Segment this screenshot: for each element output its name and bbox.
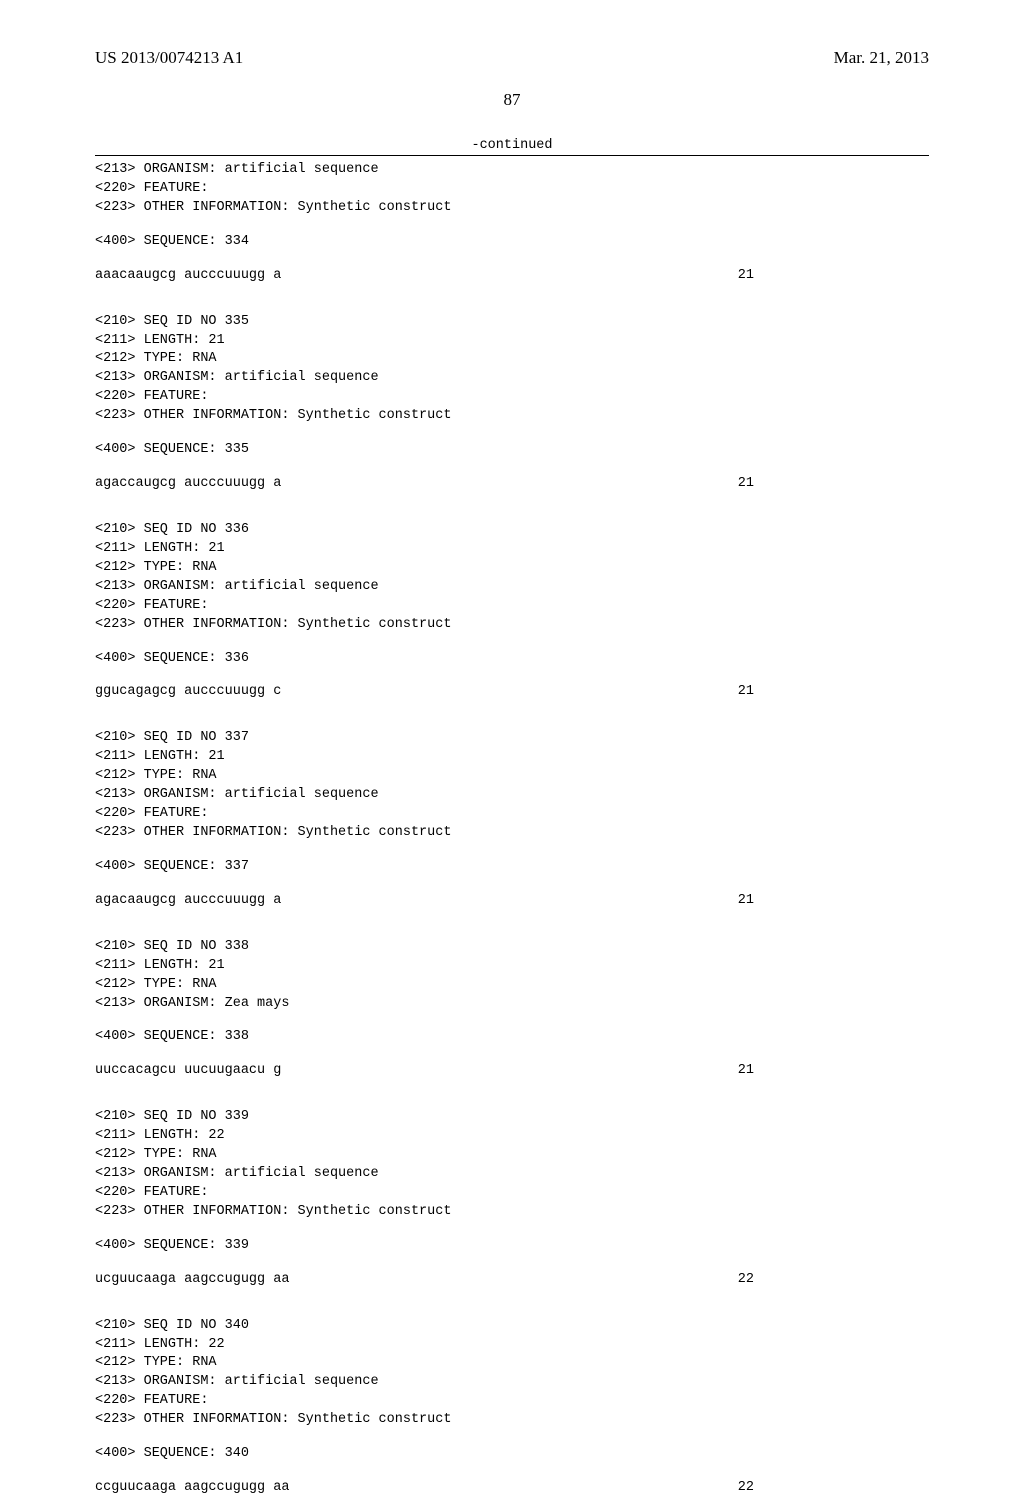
seq-meta-line: <223> OTHER INFORMATION: Synthetic const… xyxy=(95,200,929,216)
seq-sequence-text: ucguucaaga aagccugugg aa xyxy=(95,1272,289,1288)
seq-meta-line: <213> ORGANISM: artificial sequence xyxy=(95,787,929,803)
sequence-listing: <213> ORGANISM: artificial sequence <220>… xyxy=(95,162,929,1496)
seq-data-row: agaccaugcg aucccuuugg a 21 xyxy=(95,476,929,492)
continued-label: -continued xyxy=(95,138,929,153)
seq-length-number: 21 xyxy=(738,684,929,700)
seq-data-row: ucguucaaga aagccugugg aa 22 xyxy=(95,1272,929,1288)
spacer xyxy=(95,878,929,893)
page-container: US 2013/0074213 A1 Mar. 21, 2013 87 -con… xyxy=(0,0,1024,1320)
seq-data-row: ccguucaaga aagccugugg aa 22 xyxy=(95,1480,929,1496)
spacer xyxy=(95,1048,929,1063)
seq-sequence-text: agaccaugcg aucccuuugg a xyxy=(95,476,281,492)
seq-length-number: 21 xyxy=(738,893,929,909)
spacer xyxy=(95,669,929,684)
seq-length-number: 21 xyxy=(738,1063,929,1079)
spacer xyxy=(95,427,929,442)
page-header: US 2013/0074213 A1 Mar. 21, 2013 xyxy=(95,48,929,68)
spacer xyxy=(95,1079,929,1109)
seq-meta-line: <211> LENGTH: 21 xyxy=(95,541,929,557)
seq-sequence-text: uuccacagcu uucuugaacu g xyxy=(95,1063,281,1079)
seq-meta-line: <211> LENGTH: 21 xyxy=(95,958,929,974)
seq-meta-line: <220> FEATURE: xyxy=(95,1393,929,1409)
seq-meta-line: <210> SEQ ID NO 340 xyxy=(95,1318,929,1334)
seq-meta-line: <220> FEATURE: xyxy=(95,181,929,197)
seq-meta-line: <210> SEQ ID NO 335 xyxy=(95,314,929,330)
seq-meta-line: <213> ORGANISM: Zea mays xyxy=(95,996,929,1012)
publication-number: US 2013/0074213 A1 xyxy=(95,48,243,68)
seq-meta-line: <220> FEATURE: xyxy=(95,806,929,822)
seq-meta-line: <213> ORGANISM: artificial sequence xyxy=(95,1374,929,1390)
seq-meta-line: <223> OTHER INFORMATION: Synthetic const… xyxy=(95,1204,929,1220)
seq-meta-line: <210> SEQ ID NO 338 xyxy=(95,939,929,955)
spacer xyxy=(95,844,929,859)
spacer xyxy=(95,1014,929,1029)
seq-meta-line: <212> TYPE: RNA xyxy=(95,1147,929,1163)
seq-data-row: ggucagagcg aucccuuugg c 21 xyxy=(95,684,929,700)
seq-meta-line: <223> OTHER INFORMATION: Synthetic const… xyxy=(95,408,929,424)
seq-meta-line: <210> SEQ ID NO 339 xyxy=(95,1109,929,1125)
spacer xyxy=(95,909,929,939)
seq-meta-line: <212> TYPE: RNA xyxy=(95,768,929,784)
seq-header-line: <400> SEQUENCE: 337 xyxy=(95,859,929,875)
seq-meta-line: <211> LENGTH: 21 xyxy=(95,333,929,349)
seq-meta-line: <212> TYPE: RNA xyxy=(95,1355,929,1371)
seq-meta-line: <223> OTHER INFORMATION: Synthetic const… xyxy=(95,617,929,633)
spacer xyxy=(95,219,929,234)
seq-data-row: aaacaaugcg aucccuuugg a 21 xyxy=(95,268,929,284)
seq-header-line: <400> SEQUENCE: 340 xyxy=(95,1446,929,1462)
spacer xyxy=(95,1465,929,1480)
seq-sequence-text: ccguucaaga aagccugugg aa xyxy=(95,1480,289,1496)
seq-meta-line: <220> FEATURE: xyxy=(95,389,929,405)
seq-header-line: <400> SEQUENCE: 336 xyxy=(95,651,929,667)
seq-meta-line: <211> LENGTH: 22 xyxy=(95,1337,929,1353)
seq-header-line: <400> SEQUENCE: 338 xyxy=(95,1029,929,1045)
spacer xyxy=(95,253,929,268)
seq-meta-line: <223> OTHER INFORMATION: Synthetic const… xyxy=(95,825,929,841)
seq-meta-line: <211> LENGTH: 22 xyxy=(95,1128,929,1144)
seq-header-line: <400> SEQUENCE: 334 xyxy=(95,234,929,250)
spacer xyxy=(95,1431,929,1446)
seq-meta-line: <210> SEQ ID NO 337 xyxy=(95,730,929,746)
seq-length-number: 21 xyxy=(738,268,929,284)
spacer xyxy=(95,700,929,730)
spacer xyxy=(95,1288,929,1318)
seq-meta-line: <212> TYPE: RNA xyxy=(95,351,929,367)
seq-meta-line: <220> FEATURE: xyxy=(95,1185,929,1201)
seq-meta-line: <212> TYPE: RNA xyxy=(95,977,929,993)
publication-date: Mar. 21, 2013 xyxy=(834,48,929,68)
seq-meta-line: <211> LENGTH: 21 xyxy=(95,749,929,765)
seq-sequence-text: agacaaugcg aucccuuugg a xyxy=(95,893,281,909)
seq-meta-line: <210> SEQ ID NO 336 xyxy=(95,522,929,538)
spacer xyxy=(95,461,929,476)
seq-length-number: 21 xyxy=(738,476,929,492)
seq-sequence-text: ggucagagcg aucccuuugg c xyxy=(95,684,281,700)
seq-header-line: <400> SEQUENCE: 339 xyxy=(95,1238,929,1254)
spacer xyxy=(95,1223,929,1238)
seq-sequence-text: aaacaaugcg aucccuuugg a xyxy=(95,268,281,284)
seq-length-number: 22 xyxy=(738,1272,929,1288)
spacer xyxy=(95,284,929,314)
seq-meta-line: <212> TYPE: RNA xyxy=(95,560,929,576)
horizontal-rule xyxy=(95,155,929,156)
seq-meta-line: <220> FEATURE: xyxy=(95,598,929,614)
spacer xyxy=(95,1257,929,1272)
seq-meta-line: <213> ORGANISM: artificial sequence xyxy=(95,162,929,178)
page-number: 87 xyxy=(95,90,929,110)
seq-data-row: uuccacagcu uucuugaacu g 21 xyxy=(95,1063,929,1079)
seq-data-row: agacaaugcg aucccuuugg a 21 xyxy=(95,893,929,909)
seq-meta-line: <213> ORGANISM: artificial sequence xyxy=(95,1166,929,1182)
seq-header-line: <400> SEQUENCE: 335 xyxy=(95,442,929,458)
spacer xyxy=(95,636,929,651)
seq-meta-line: <223> OTHER INFORMATION: Synthetic const… xyxy=(95,1412,929,1428)
seq-meta-line: <213> ORGANISM: artificial sequence xyxy=(95,370,929,386)
seq-meta-line: <213> ORGANISM: artificial sequence xyxy=(95,579,929,595)
spacer xyxy=(95,492,929,522)
seq-length-number: 22 xyxy=(738,1480,929,1496)
